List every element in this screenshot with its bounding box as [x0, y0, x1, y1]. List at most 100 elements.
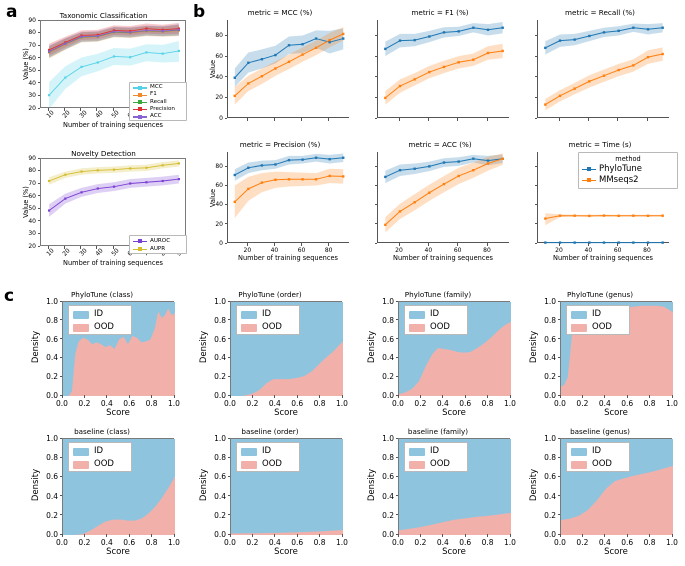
- legend-item-ood[interactable]: OOD: [567, 321, 629, 334]
- y-tick-mark: [37, 32, 40, 33]
- y-tick-mark: [227, 300, 230, 302]
- y-tick-label: 20: [28, 104, 36, 112]
- x-tick-label: 80: [483, 246, 491, 254]
- legend-item-ood[interactable]: OOD: [405, 458, 467, 471]
- legend-item-id[interactable]: ID: [69, 445, 131, 458]
- legend-item-mmseqs2[interactable]: MMseqs2: [579, 176, 677, 185]
- legend-item-f1[interactable]: F1: [130, 92, 186, 99]
- legend-item-recall[interactable]: Recall: [130, 99, 186, 106]
- legend-item-ood[interactable]: OOD: [237, 458, 299, 471]
- y-tick-label: 60: [28, 192, 36, 200]
- y-tick-label: 0: [219, 239, 223, 247]
- legend-item-ood[interactable]: OOD: [237, 321, 299, 334]
- y-tick-label: 90: [28, 154, 36, 162]
- x-tick-label: 0.0: [392, 398, 404, 408]
- legend-item-ood[interactable]: OOD: [69, 321, 131, 334]
- y-tick-label: 0.2: [382, 372, 394, 382]
- x-tick-mark: [649, 395, 650, 398]
- legend-item-id[interactable]: ID: [69, 308, 131, 321]
- y-tick-mark: [224, 96, 227, 98]
- y-axis-label: Value (%): [22, 48, 30, 80]
- y-tick-mark: [374, 76, 377, 78]
- legend-swatch-icon: [409, 323, 425, 332]
- legend-item-ood[interactable]: OOD: [405, 321, 467, 334]
- y-tick-label: 0.6: [382, 334, 394, 344]
- x-tick-label: 0.8: [643, 398, 656, 408]
- x-tick-label: 60: [297, 246, 306, 254]
- legend-swatch-icon: [241, 323, 257, 332]
- y-tick-label: 1.0: [46, 297, 58, 306]
- y-tick-mark: [534, 96, 537, 98]
- legend-item-phylotune[interactable]: PhyloTune: [579, 165, 677, 174]
- legend-item-ood[interactable]: OOD: [567, 458, 629, 471]
- x-tick-mark: [229, 534, 231, 537]
- y-tick-label: 40: [215, 201, 223, 209]
- y-tick-mark: [59, 338, 62, 339]
- y-tick-mark: [37, 95, 40, 96]
- legend-item-acc[interactable]: ACC: [130, 113, 186, 120]
- y-tick-mark: [37, 220, 40, 222]
- x-tick-mark: [328, 243, 330, 246]
- plot-area: [40, 158, 186, 246]
- x-tick-mark: [252, 395, 253, 398]
- legend-line-icon: [133, 114, 147, 119]
- legend-item-id[interactable]: ID: [405, 308, 467, 321]
- x-tick-label: 1.0: [336, 398, 348, 408]
- x-tick-mark: [341, 534, 343, 537]
- y-tick-mark: [557, 394, 560, 396]
- y-tick-mark: [224, 35, 227, 36]
- legend-item-aupr[interactable]: AUPR: [130, 246, 186, 254]
- legend: ID OOD: [566, 305, 630, 335]
- x-tick-mark: [106, 534, 108, 537]
- x-tick-label: 80: [643, 246, 651, 254]
- x-axis-label: Number of training sequences: [63, 259, 163, 267]
- y-tick-mark: [59, 476, 62, 477]
- legend-swatch-icon: [571, 310, 587, 319]
- legend-item-id[interactable]: ID: [237, 445, 299, 458]
- x-tick-mark: [587, 118, 589, 121]
- y-tick-mark: [227, 357, 230, 358]
- legend-item-id[interactable]: ID: [237, 308, 299, 321]
- chart-title: metric = MCC (%): [247, 8, 313, 17]
- y-tick-label: 0.6: [214, 472, 226, 482]
- y-tick-label: 0.8: [544, 315, 556, 325]
- chart-title: PhyloTune (class): [70, 290, 134, 299]
- legend-swatch-icon: [73, 460, 89, 469]
- y-tick-mark: [557, 437, 560, 439]
- y-tick-label: 0: [219, 114, 223, 122]
- legend: ID OOD: [566, 442, 630, 472]
- legend-item-id[interactable]: ID: [405, 445, 467, 458]
- legend-swatch-icon: [409, 310, 425, 319]
- legend-item-ood[interactable]: OOD: [69, 458, 131, 471]
- x-axis-label: Number of training sequences: [63, 121, 163, 129]
- y-axis-label: Density: [199, 330, 209, 364]
- x-tick-mark: [301, 243, 302, 246]
- x-tick-label: 0.6: [291, 398, 304, 408]
- x-tick-mark: [80, 108, 81, 111]
- y-tick-mark: [37, 57, 40, 59]
- legend-item-precision[interactable]: Precision: [130, 106, 186, 113]
- x-axis-label: Score: [442, 547, 466, 557]
- legend-swatch-icon: [571, 323, 587, 332]
- x-tick-label: 0.8: [313, 398, 326, 408]
- x-tick-label: 40: [424, 246, 433, 254]
- y-tick-label: 20: [215, 94, 223, 102]
- y-tick-label: 80: [28, 167, 36, 175]
- x-tick-mark: [558, 118, 560, 121]
- plot-area: [537, 20, 669, 118]
- x-tick-mark: [84, 395, 85, 398]
- y-tick-label: 0.8: [214, 453, 226, 463]
- legend-item-id[interactable]: ID: [567, 308, 629, 321]
- y-tick-mark: [395, 533, 398, 535]
- chart-phylotune-genus: PhyloTune (genus) 0.0 0.2 0.4 0.6 0.8 1.0 0.0 0…: [520, 290, 680, 425]
- legend-item-auroc[interactable]: AUROC: [130, 238, 186, 246]
- y-tick-label: 0.4: [214, 491, 226, 501]
- y-tick-mark: [395, 394, 398, 396]
- legend-item-id[interactable]: ID: [567, 445, 629, 458]
- x-tick-label: 0.6: [459, 537, 472, 547]
- plot-area: [62, 301, 175, 396]
- y-tick-mark: [59, 394, 62, 396]
- legend-item-mcc[interactable]: MCC: [130, 85, 186, 92]
- legend-swatch-icon: [73, 310, 89, 319]
- x-tick-mark: [96, 108, 98, 111]
